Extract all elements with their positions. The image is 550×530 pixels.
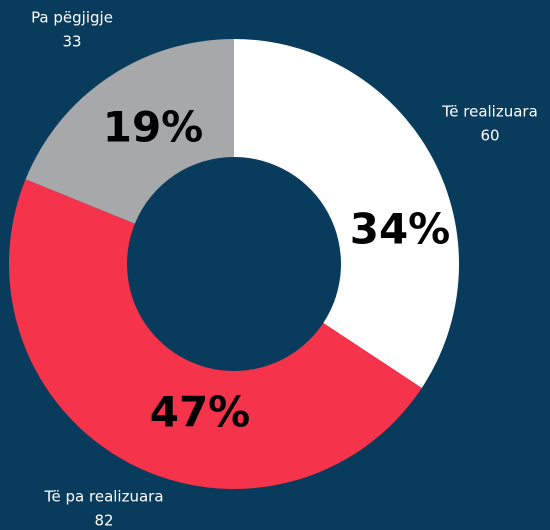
slice-value: 33 (62, 33, 81, 51)
percent-label: 34% (350, 205, 451, 254)
slice-value: 60 (480, 127, 499, 145)
donut-slice (25, 39, 234, 224)
percent-label: 47% (150, 388, 251, 437)
slice-value: 82 (94, 512, 113, 530)
donut-slice (234, 39, 460, 388)
slice-name: Të pa realizuara (43, 488, 163, 506)
percent-label: 19% (103, 103, 204, 152)
slice-name: Pa pëgjigje (31, 9, 113, 27)
donut-slice (8, 179, 422, 490)
slice-name: Të realizuara (441, 103, 538, 121)
